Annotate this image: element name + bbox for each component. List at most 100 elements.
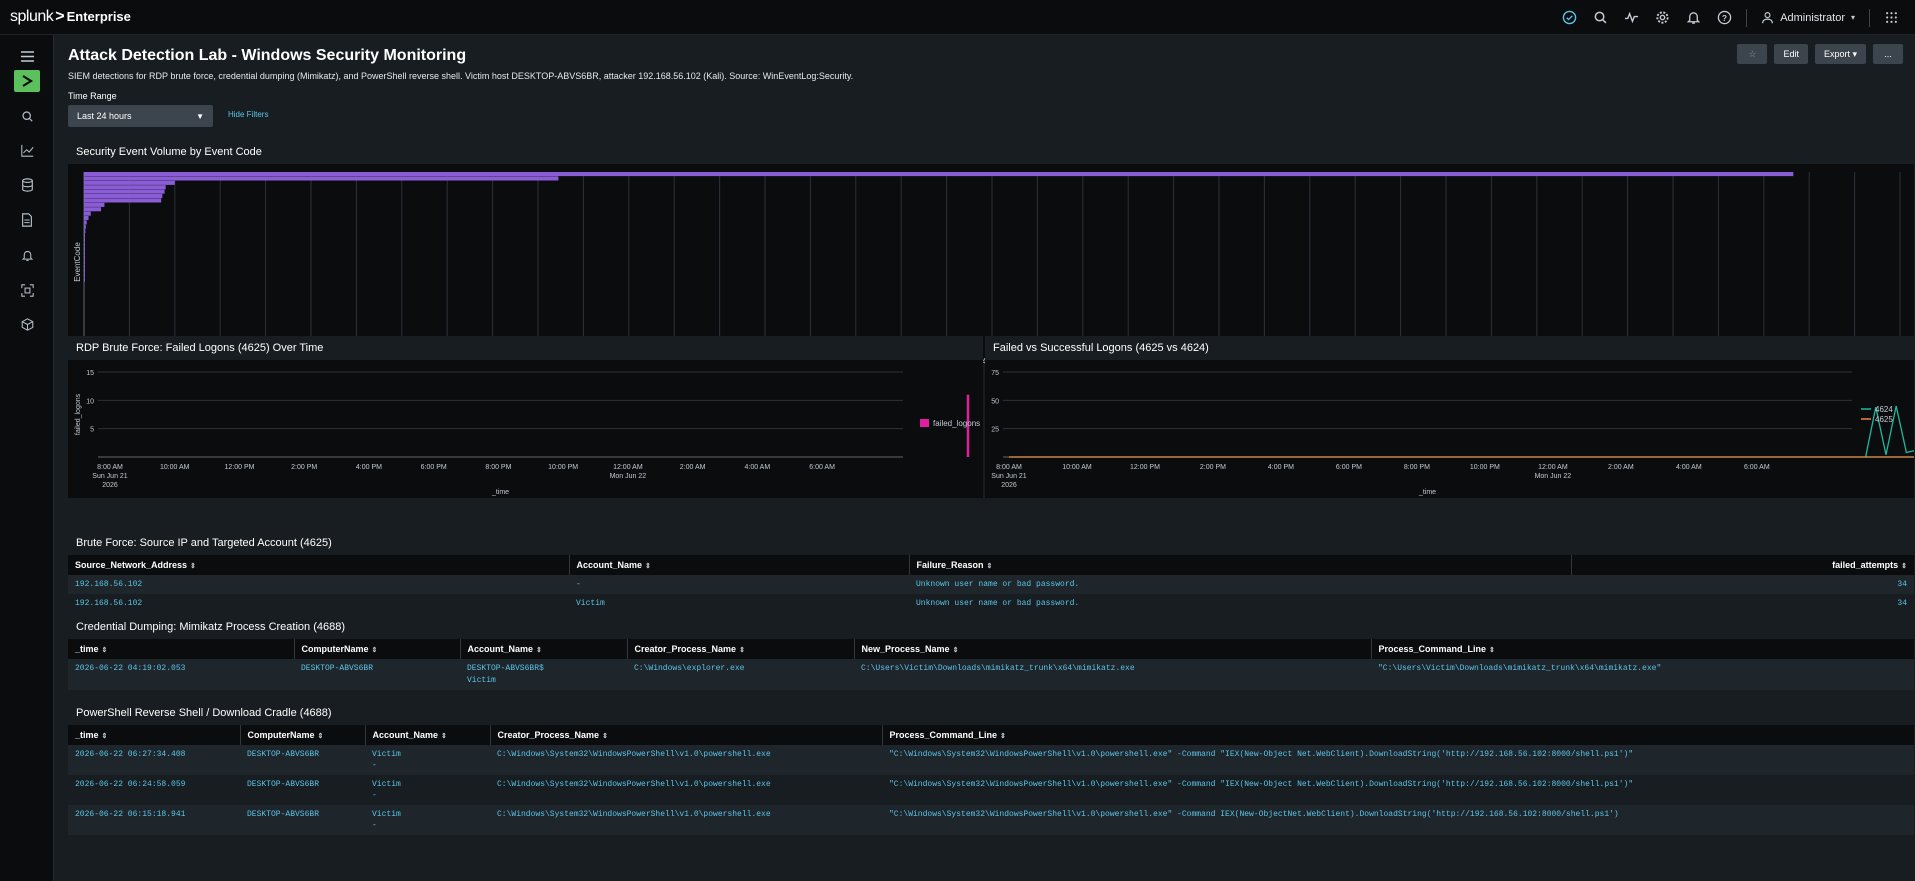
x-tick-label: 2:00 PM xyxy=(291,464,317,471)
activity-icon[interactable] xyxy=(1616,6,1647,29)
search-icon[interactable] xyxy=(14,105,40,127)
table-cell[interactable]: Unknown user name or bad password. xyxy=(916,580,1080,589)
column-header[interactable]: _time ⇕ xyxy=(68,725,241,745)
table-cell[interactable]: C:\Windows\explorer.exe xyxy=(634,664,745,673)
column-header[interactable]: Account_Name ⇕ xyxy=(365,725,491,745)
time-range-value: Last 24 hours xyxy=(77,111,132,121)
logons-line-chart[interactable]: 25 50 75 8:00 AM Sun Jun 21 2026 10:00 AM 12:00… xyxy=(985,360,1914,498)
table-cell[interactable]: 2026-06-22 06:15:18.941 xyxy=(75,810,186,819)
table-cell[interactable]: "C:\Windows\System32\WindowsPowerShell\v… xyxy=(889,810,1619,819)
rdp-failed-logons-chart[interactable]: 5 10 15 8:00 AM Sun Jun 21 2026 10:00 AM 12:00 … xyxy=(68,360,983,498)
rdp-bruteforce-panel: RDP Brute Force: Failed Logons (4625) Ov… xyxy=(68,336,983,498)
export-button[interactable]: Export ▾ xyxy=(1814,44,1866,64)
column-header[interactable]: New_Process_Name ⇕ xyxy=(854,639,1372,659)
bar xyxy=(84,185,166,190)
user-menu[interactable]: Administrator ▾ xyxy=(1753,11,1863,24)
table-cell[interactable]: 192.168.56.102 xyxy=(75,599,143,608)
favorite-button[interactable]: ☆ xyxy=(1737,44,1768,64)
table-cell[interactable]: Victim - xyxy=(372,810,401,830)
table-cell[interactable]: 2026-06-22 06:24:58.059 xyxy=(75,780,186,789)
bell-icon[interactable] xyxy=(14,244,40,266)
chart-icon[interactable] xyxy=(14,139,40,161)
divider xyxy=(1746,8,1748,27)
table-cell[interactable]: DESKTOP-ABVS6BR xyxy=(247,750,320,759)
more-actions-button[interactable]: ... xyxy=(1873,44,1903,64)
document-icon[interactable] xyxy=(14,209,40,231)
table-cell[interactable]: 2026-06-22 06:27:34.408 xyxy=(75,750,186,759)
page-title: Attack Detection Lab - Windows Security … xyxy=(68,47,467,64)
x-tick-label: 2026 xyxy=(102,482,118,489)
table-cell[interactable]: 34 xyxy=(1897,599,1907,608)
hide-filters-link[interactable]: Hide Filters xyxy=(228,110,269,119)
bar xyxy=(84,194,163,199)
y-axis-label: EventCode xyxy=(73,242,82,282)
apps-grid-icon[interactable] xyxy=(1876,6,1907,29)
table-row[interactable]: 2026-06-22 04:19:02.053 DESKTOP-ABVS6BR … xyxy=(68,659,1914,690)
table-cell[interactable]: Victim xyxy=(576,599,605,608)
column-header[interactable]: ComputerName ⇕ xyxy=(294,639,461,659)
table-row[interactable]: 2026-06-22 06:27:34.408 DESKTOP-ABVS6BR … xyxy=(68,745,1914,775)
table-cell[interactable]: DESKTOP-ABVS6BR xyxy=(301,664,374,673)
column-header[interactable]: ComputerName ⇕ xyxy=(240,725,366,745)
column-header[interactable]: Account_Name ⇕ xyxy=(460,639,628,659)
column-header[interactable]: failed_attempts ⇕ xyxy=(1571,555,1914,575)
x-tick-label: 8:00 AM xyxy=(97,464,123,471)
top-bar: splunk > Enterprise ? Administrator ▾ xyxy=(0,0,1915,35)
column-header[interactable]: Creator_Process_Name ⇕ xyxy=(490,725,883,745)
gear-icon[interactable] xyxy=(1647,6,1678,29)
package-icon[interactable] xyxy=(14,313,40,335)
table-cell[interactable]: C:\Windows\System32\WindowsPowerShell\v1… xyxy=(497,810,771,819)
column-header[interactable]: Source_Network_Address ⇕ xyxy=(68,555,570,575)
menu-icon[interactable] xyxy=(14,45,40,67)
column-header[interactable]: _time ⇕ xyxy=(68,639,295,659)
x-tick-label: 2026 xyxy=(1001,482,1017,489)
table-row[interactable]: 192.168.56.102 Victim Unknown user name … xyxy=(68,594,1914,613)
splunk-logo[interactable]: splunk > Enterprise xyxy=(10,8,131,26)
dashboard-icon[interactable] xyxy=(14,279,40,301)
table-cell[interactable]: Victim - xyxy=(372,780,401,800)
table-cell[interactable]: 192.168.56.102 xyxy=(75,580,143,589)
table-cell[interactable]: "C:\Windows\System32\WindowsPowerShell\v… xyxy=(889,750,1634,759)
table-cell[interactable]: 2026-06-22 04:19:02.053 xyxy=(75,664,186,673)
table-cell[interactable]: C:\Windows\System32\WindowsPowerShell\v1… xyxy=(497,780,771,789)
table-cell[interactable]: - xyxy=(576,580,581,589)
logo-text: splunk xyxy=(10,8,54,25)
table-cell[interactable]: DESKTOP-ABVS6BR xyxy=(247,810,320,819)
bar xyxy=(84,246,85,251)
table-cell[interactable]: C:\Users\Victim\Downloads\mimikatz_trunk… xyxy=(861,664,1135,673)
column-header[interactable]: Account_Name ⇕ xyxy=(569,555,910,575)
search-icon[interactable] xyxy=(1585,6,1616,29)
table-row[interactable]: 192.168.56.102 - Unknown user name or ba… xyxy=(68,575,1914,594)
table-cell[interactable]: "C:\Users\Victim\Downloads\mimikatz_trun… xyxy=(1378,664,1662,673)
table-cell[interactable]: "C:\Windows\System32\WindowsPowerShell\v… xyxy=(889,780,1634,789)
column-header[interactable]: Failure_Reason ⇕ xyxy=(909,555,1572,575)
table-cell[interactable]: Unknown user name or bad password. xyxy=(916,599,1080,608)
time-range-select[interactable]: Last 24 hours ▼ xyxy=(68,105,213,127)
x-tick-label: 2:00 AM xyxy=(1608,464,1634,471)
app-icon[interactable] xyxy=(14,70,40,92)
table-row[interactable]: 2026-06-22 06:24:58.059 DESKTOP-ABVS6BR … xyxy=(68,775,1914,805)
column-header[interactable]: Creator_Process_Name ⇕ xyxy=(627,639,855,659)
table-cell[interactable]: DESKTOP-ABVS6BR$ Victim xyxy=(467,664,544,685)
table-cell[interactable]: DESKTOP-ABVS6BR xyxy=(247,780,320,789)
table-cell[interactable]: C:\Windows\System32\WindowsPowerShell\v1… xyxy=(497,750,771,759)
table-cell[interactable]: 34 xyxy=(1897,580,1907,589)
event-volume-panel: Security Event Volume by Event Code 0200… xyxy=(68,140,1914,364)
bar xyxy=(84,233,85,238)
powershell-table: _time ⇕ ComputerName ⇕ Account_Name ⇕ Creat… xyxy=(68,725,1914,835)
help-icon[interactable]: ? xyxy=(1709,6,1740,29)
bell-icon[interactable] xyxy=(1678,6,1709,29)
column-header[interactable]: Process_Command_Line ⇕ xyxy=(882,725,1914,745)
table-cell[interactable]: Victim - xyxy=(372,750,401,770)
bar xyxy=(84,260,85,265)
event-volume-chart[interactable]: 02004006008001,0001,2001,4001,6001,8002,… xyxy=(68,164,1914,364)
column-header[interactable]: Process_Command_Line ⇕ xyxy=(1371,639,1914,659)
powershell-table-panel: PowerShell Reverse Shell / Download Crad… xyxy=(68,701,1914,881)
table-row[interactable]: 2026-06-22 06:15:18.941 DESKTOP-ABVS6BR … xyxy=(68,805,1914,835)
edit-button[interactable]: Edit xyxy=(1774,44,1808,64)
database-icon[interactable] xyxy=(14,174,40,196)
legend-label: 4624 xyxy=(1875,405,1893,414)
x-tick-label: 4:00 PM xyxy=(1268,464,1294,471)
bar xyxy=(84,176,559,181)
health-check-icon[interactable] xyxy=(1554,6,1585,29)
